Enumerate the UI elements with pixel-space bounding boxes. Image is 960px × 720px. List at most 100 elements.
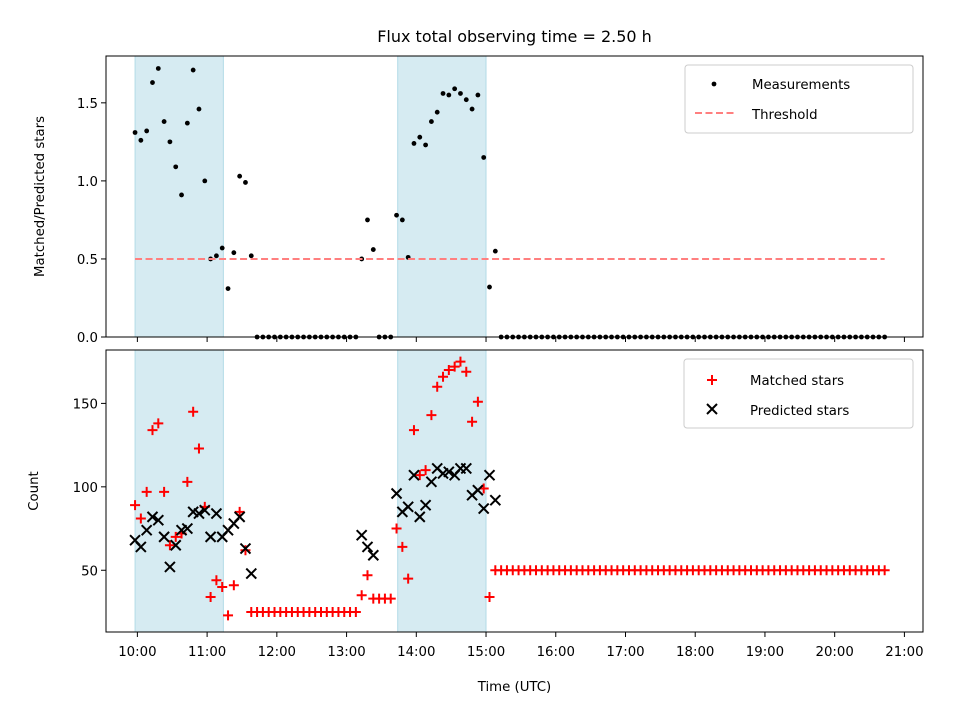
measurement-point <box>214 253 219 259</box>
measurement-point <box>487 284 492 290</box>
predicted-star-point <box>443 466 455 478</box>
predicted-star-point <box>181 522 194 535</box>
predicted-star-point <box>164 561 176 573</box>
measurement-point <box>179 192 184 198</box>
predicted-star-point <box>170 539 182 551</box>
predicted-star-point <box>233 511 246 523</box>
measurement-point <box>492 248 498 254</box>
matched-star-point <box>403 573 414 584</box>
measurement-point <box>243 180 248 185</box>
measurement-point <box>394 212 399 218</box>
x-tick-label: 20:00 <box>816 645 854 660</box>
x-tick-label: 16:00 <box>537 645 575 660</box>
observing-interval-2 <box>397 349 487 633</box>
measurement-point <box>434 109 440 115</box>
x-tick-label: 13:00 <box>327 645 365 660</box>
matched-star-point <box>397 541 408 552</box>
matched-star-point <box>147 425 158 436</box>
x-tick-label: 11:00 <box>188 645 226 660</box>
matched-star-point <box>234 506 245 517</box>
legend-label: Measurements <box>752 78 850 93</box>
measurement-point <box>150 80 155 85</box>
predicted-star-point <box>193 507 205 520</box>
measurement-point <box>167 139 173 145</box>
legend: Measurements Threshold <box>684 64 914 134</box>
predicted-star-point <box>135 541 147 553</box>
predicted-star-point <box>146 511 159 523</box>
measurement-point <box>481 155 487 160</box>
matched-star-point <box>472 396 483 407</box>
legend-dot-marker <box>711 81 717 87</box>
ratio-panel: 0.0 0.5 1.0 1.5 Matched/Predicted stars Flux … <box>33 27 924 346</box>
axes-frame <box>105 55 924 338</box>
predicted-star-point <box>367 549 380 561</box>
matched-star-point <box>153 418 164 429</box>
y-tick-label: 1.5 <box>77 97 98 112</box>
measurement-point <box>132 130 138 135</box>
measurement-point <box>411 141 417 146</box>
predicted-star-point <box>477 502 490 515</box>
measurement-point <box>155 66 161 71</box>
count-panel: 50 100 150 10:00 11:00 12:00 13:00 14:00 15:00 16… <box>27 349 924 695</box>
predicted-star-point <box>472 484 484 496</box>
measurement-point <box>225 286 231 292</box>
matched-star-point <box>414 470 425 481</box>
predicted-star-point <box>460 462 472 475</box>
predicted-star-point <box>152 514 165 526</box>
measurement-point <box>231 250 237 256</box>
matched-star-point <box>211 575 222 586</box>
matched-star-point <box>362 570 373 581</box>
matched-star-point <box>408 425 419 436</box>
matched-star-point <box>228 580 239 591</box>
predicted-star-point <box>361 541 374 553</box>
legend-label: Predicted stars <box>750 404 849 419</box>
predicted-star-point <box>419 499 432 511</box>
matched-star-point <box>159 486 170 497</box>
axes-frame <box>105 349 924 633</box>
measurement-point <box>161 119 167 124</box>
observing-interval-2 <box>397 55 487 338</box>
measurement-point <box>144 128 150 134</box>
matched-star-point <box>438 371 449 382</box>
x-tick-label: 17:00 <box>606 645 644 660</box>
matched-star-point <box>350 606 361 617</box>
predicted-star-point <box>483 469 496 481</box>
y-axis-label: Count <box>27 471 42 511</box>
y-tick-label: 150 <box>73 397 98 412</box>
measurement-point <box>138 137 144 143</box>
predicted-star-point <box>204 531 217 543</box>
predicted-star-point <box>425 476 438 488</box>
matched-star-point <box>449 361 460 372</box>
measurement-point <box>184 120 190 126</box>
matched-star-point <box>426 410 437 421</box>
x-tick-label: 15:00 <box>467 645 505 660</box>
predicted-star-point <box>408 469 420 481</box>
legend-box <box>683 358 914 429</box>
measurement-point <box>475 92 481 98</box>
legend-box <box>684 64 914 134</box>
matched-star-point <box>484 591 495 602</box>
matched-star-point <box>217 581 228 592</box>
predicted-star-point <box>140 524 153 536</box>
measurement-point <box>440 91 446 96</box>
series-matched-stars <box>130 356 890 621</box>
predicted-star-point <box>245 567 257 580</box>
measurement-point <box>202 178 208 184</box>
matched-star-point <box>141 486 152 497</box>
x-tick-label: 14:00 <box>397 645 435 660</box>
x-tick-label: 19:00 <box>746 645 784 660</box>
measurement-point <box>463 97 469 103</box>
y-tick-label: 1.0 <box>77 175 98 190</box>
matched-star-point <box>420 465 431 476</box>
y-axis-label: Matched/Predicted stars <box>33 116 48 277</box>
measurement-point <box>196 106 202 112</box>
legend: Matched stars Predicted stars <box>683 358 914 429</box>
matched-star-point <box>385 593 396 604</box>
predicted-star-point <box>210 507 223 520</box>
x-tick-label: 21:00 <box>885 645 923 660</box>
measurement-point <box>446 92 452 98</box>
matched-star-point <box>205 591 216 602</box>
measurement-point <box>173 164 179 170</box>
matched-star-point <box>879 565 890 576</box>
